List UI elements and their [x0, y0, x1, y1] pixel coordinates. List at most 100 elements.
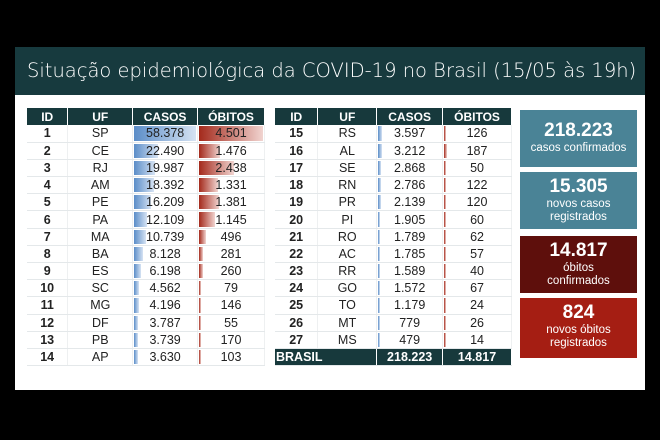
cell-value: 2.868 — [394, 160, 426, 175]
cell-value: 1.476 — [215, 143, 247, 158]
table-row: 2 CE 22.490 1.476 — [27, 142, 265, 160]
deaths-bar — [444, 315, 447, 330]
cell-value: PE — [91, 195, 109, 210]
deaths-cell: 260 — [197, 262, 265, 281]
cell-value: 19 — [289, 195, 304, 210]
cases-cell: 22.490 — [132, 142, 199, 160]
state-uf: SE — [317, 159, 378, 178]
cell-value: 7 — [43, 229, 51, 244]
cell-value: MA — [90, 229, 110, 244]
deaths-bar — [444, 143, 447, 158]
cell-value: RR — [338, 264, 357, 279]
cell-value: 22 — [289, 246, 304, 261]
state-uf: RS — [317, 125, 378, 143]
table-row: 4 AM 18.392 1.331 — [27, 176, 265, 195]
cases-cell: 1.572 — [376, 279, 444, 298]
cases-cell: 479 — [376, 331, 444, 349]
table-row: 27 MS 479 14 — [275, 331, 512, 349]
deaths-cell: 2.438 — [197, 159, 265, 178]
cell-value: 12 — [40, 315, 55, 330]
cell-value: RS — [338, 126, 356, 141]
deaths-bar — [444, 281, 447, 296]
total-deaths: 14.817 — [442, 348, 512, 367]
cell-value: AM — [90, 178, 110, 193]
state-id: 8 — [27, 245, 69, 264]
cell-value: AL — [339, 143, 355, 158]
deaths-bar — [199, 160, 234, 176]
cases-bar — [134, 126, 197, 141]
state-uf: RN — [317, 176, 378, 195]
cell-value: 21 — [289, 229, 304, 244]
cell-value: 60 — [470, 212, 484, 227]
summary-card: 218.223 casos confirmados — [520, 110, 637, 167]
state-id: 11 — [27, 296, 69, 315]
total-cases: 218.223 — [376, 348, 444, 367]
cell-value: MS — [337, 332, 357, 347]
cases-bar — [378, 264, 381, 279]
column-header: UF — [67, 108, 134, 125]
state-id: 14 — [27, 348, 69, 367]
cases-cell: 1.905 — [376, 210, 444, 229]
cell-value: 4.562 — [149, 281, 181, 296]
cell-value: 5 — [43, 195, 51, 210]
cell-value: 11 — [40, 298, 54, 313]
column-header: CASOS — [132, 108, 199, 125]
cases-cell: 779 — [376, 314, 444, 332]
total-row: BRASIL 218.223 14.817 — [275, 348, 512, 367]
cases-bar — [378, 298, 381, 313]
table-row: 25 TO 1.179 24 — [275, 296, 512, 315]
cell-value: 23 — [289, 264, 304, 279]
deaths-bar — [199, 298, 202, 313]
cell-value: 1.381 — [215, 195, 247, 210]
cell-value: 3.597 — [394, 126, 426, 141]
cell-value: SC — [91, 281, 109, 296]
deaths-cell: 281 — [197, 245, 265, 264]
cases-bar — [134, 212, 148, 227]
deaths-cell: 170 — [197, 331, 265, 349]
deaths-cell: 60 — [442, 210, 512, 229]
table-row: 18 RN 2.786 122 — [275, 176, 512, 195]
cell-value: 8.128 — [149, 246, 181, 261]
state-uf: ES — [67, 262, 134, 281]
infographic-panel: Situação epidemiológica da COVID-19 no B… — [15, 47, 645, 390]
deaths-cell: 120 — [442, 193, 512, 212]
cell-value: 260 — [220, 264, 242, 279]
cell-value: 2.786 — [394, 178, 426, 193]
cell-value: 3.212 — [394, 143, 426, 158]
cell-value: 126 — [466, 126, 488, 141]
cell-value: 6 — [43, 212, 51, 227]
cell-value: 122 — [466, 178, 488, 193]
state-uf: AP — [67, 348, 134, 367]
states-table-left: ID UF CASOS ÓBITOS 1 SP 58.378 4.501 2 CE 22.490 1.… — [27, 108, 265, 367]
cell-value: RN — [338, 178, 357, 193]
table-row: 6 PA 12.109 1.145 — [27, 210, 265, 229]
deaths-bar — [199, 212, 216, 227]
state-uf: SP — [67, 125, 134, 143]
cases-bar — [378, 178, 382, 193]
deaths-bar — [444, 298, 447, 313]
cell-value: 79 — [224, 281, 238, 296]
state-id: 5 — [27, 193, 69, 212]
cell-value: 26 — [289, 315, 304, 330]
cell-value: ES — [91, 264, 109, 279]
cases-bar — [134, 264, 141, 279]
cell-value: 8 — [43, 246, 51, 261]
column-header: UF — [317, 108, 378, 125]
state-uf: BA — [67, 245, 134, 264]
summary-label: óbitos confirmados — [547, 262, 610, 287]
cell-value: CE — [91, 143, 109, 158]
cell-value: 1.331 — [215, 178, 247, 193]
table-row: 10 SC 4.562 79 — [27, 279, 265, 298]
cell-value: SE — [338, 160, 356, 175]
deaths-bar — [444, 160, 447, 176]
cases-cell: 10.739 — [132, 228, 199, 246]
cases-cell: 18.392 — [132, 176, 199, 195]
deaths-cell: 122 — [442, 176, 512, 195]
cell-value: MG — [90, 298, 111, 313]
state-id: 17 — [275, 159, 319, 178]
deaths-bar — [444, 126, 447, 141]
cases-bar — [378, 212, 381, 227]
cell-value: 3.739 — [149, 332, 181, 347]
deaths-cell: 4.501 — [197, 125, 265, 143]
deaths-cell: 50 — [442, 159, 512, 178]
